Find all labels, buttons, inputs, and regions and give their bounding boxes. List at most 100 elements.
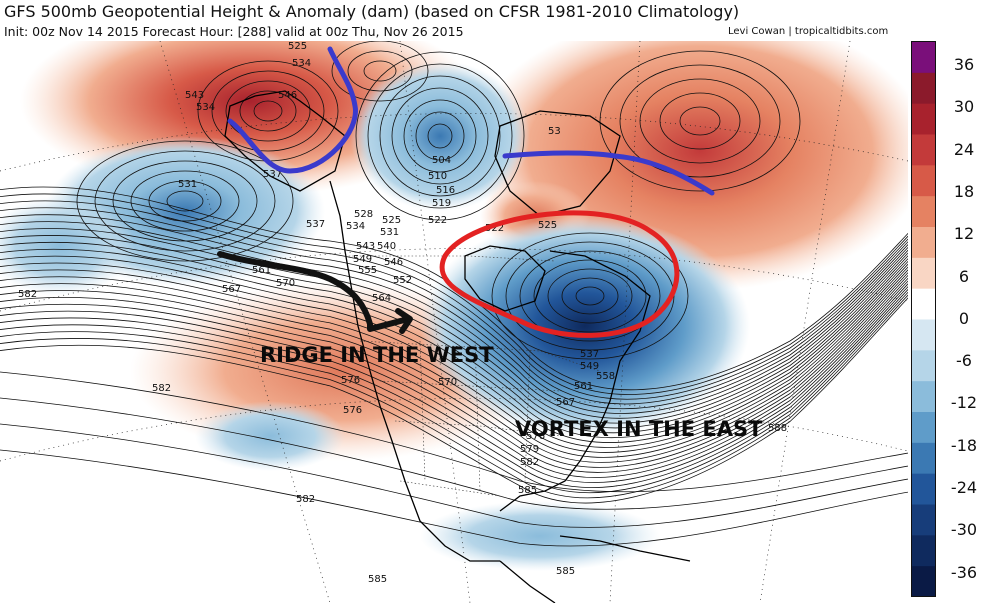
height-contour-ring — [561, 277, 619, 315]
contour-label: 534 — [292, 58, 311, 69]
colorbar-swatch — [912, 288, 935, 320]
height-contour-line — [0, 297, 908, 504]
colorbar-swatch — [912, 257, 935, 290]
contour-label: 528 — [354, 209, 373, 220]
blue-ridge-line-atlantic — [502, 150, 715, 196]
colorbar-tick-label: -18 — [950, 435, 978, 455]
height-contour-line — [0, 274, 908, 463]
colorbar-tick-label: 24 — [953, 139, 975, 159]
contour-label: 558 — [596, 371, 615, 382]
colorbar-swatch — [912, 504, 935, 536]
contour-label: 546 — [278, 90, 297, 101]
contour-label: 516 — [436, 185, 455, 196]
coastlines — [224, 90, 691, 603]
height-contour-ring — [112, 160, 258, 242]
contour-label: 537 — [306, 219, 325, 230]
height-contour-line — [0, 288, 908, 488]
height-contour-line — [0, 186, 908, 391]
contour-label: 525 — [538, 220, 557, 231]
contour-label: 519 — [432, 198, 451, 209]
height-contour-ring — [347, 50, 413, 92]
colorbar-swatch — [912, 196, 935, 228]
contour-label: 531 — [380, 227, 399, 238]
colorbar-swatches — [912, 42, 935, 598]
height-contour-ring — [391, 87, 489, 185]
red-vortex-circle — [439, 210, 680, 338]
height-contour-line — [0, 241, 908, 429]
contour-label: 588 — [768, 423, 787, 434]
black-ridge-arrowhead — [395, 308, 413, 334]
contour-label: 576 — [526, 431, 545, 442]
colorbar-tick-label: -36 — [950, 562, 978, 582]
contour-label: 522 — [485, 223, 504, 234]
contour-label: 540 — [377, 241, 396, 252]
height-contour-line — [0, 397, 908, 510]
colorbar-swatch — [912, 72, 935, 105]
colorbar-swatch — [912, 42, 935, 74]
height-contour-ring — [519, 250, 661, 342]
colorbar-swatch — [912, 381, 935, 413]
height-contour-ring — [415, 111, 465, 161]
coastline-greenland — [494, 110, 621, 217]
height-contour-ring — [619, 64, 781, 178]
height-contour-ring — [76, 140, 294, 262]
colorbar-swatch — [912, 165, 935, 197]
height-contour-ring — [379, 75, 501, 197]
contour-label: 53 — [548, 126, 561, 137]
height-contour-line — [0, 221, 908, 414]
height-contour-line — [0, 291, 908, 494]
anomaly-negative-north — [350, 61, 530, 211]
contour-label: 567 — [556, 397, 575, 408]
contour-label: 567 — [222, 284, 241, 295]
contour-label: 579 — [520, 444, 539, 455]
black-ridge-arrow — [217, 251, 411, 332]
contour-label: 582 — [18, 289, 37, 300]
colorbar-tick-label: 30 — [953, 97, 975, 117]
contour-label: 561 — [252, 265, 271, 276]
colorbar-tick-label: 6 — [958, 266, 970, 286]
height-contour-ring — [533, 259, 647, 333]
contour-label: 522 — [428, 215, 447, 226]
height-contour-ring — [253, 100, 283, 122]
height-contour-line — [0, 283, 908, 478]
height-contour-ring — [211, 70, 325, 152]
colorbar-swatch — [912, 319, 935, 351]
contour-label: 537 — [580, 349, 599, 360]
coastline-central-america — [499, 560, 556, 603]
height-contour-ring — [639, 78, 761, 164]
height-contour-ring — [659, 92, 741, 150]
coastline-west — [329, 180, 500, 562]
contour-label: 543 — [356, 241, 375, 252]
colorbar-tick-label: 12 — [953, 224, 975, 244]
contour-label: 543 — [185, 90, 204, 101]
colorbar-tick-label: 18 — [953, 181, 975, 201]
analysis-annotations: RIDGE IN THE WEST VORTEX IN THE EAST — [217, 46, 763, 441]
ridge-label: RIDGE IN THE WEST — [260, 343, 494, 367]
contour-label: 582 — [520, 457, 539, 468]
height-contour-line — [0, 269, 908, 453]
contour-label: 561 — [574, 381, 593, 392]
height-contour-ring — [148, 180, 222, 222]
height-contour-ring — [331, 41, 429, 102]
height-contour-ring — [239, 90, 297, 132]
height-contour-ring — [491, 232, 689, 360]
height-contour-line — [0, 234, 908, 424]
blue-ridge-line-alaska — [227, 46, 358, 174]
contour-label: 534 — [196, 102, 215, 113]
height-contour-ring — [679, 106, 721, 136]
height-contour-line — [0, 272, 908, 458]
colorbar-tick-label: -12 — [950, 393, 978, 413]
contour-label: 552 — [393, 275, 412, 286]
colorbar-swatch — [912, 535, 935, 567]
contour-label: 576 — [341, 375, 360, 386]
anomaly-negative-east — [420, 216, 750, 436]
contour-label: 531 — [178, 179, 197, 190]
contour-label: 549 — [580, 361, 599, 372]
contour-label: 576 — [343, 405, 362, 416]
colorbar-swatch — [912, 473, 935, 505]
colorbar-tick-label: 36 — [953, 55, 975, 74]
contour-label: 564 — [372, 293, 391, 304]
contour-label: 534 — [346, 221, 365, 232]
colorbar-tick-label: -6 — [956, 351, 972, 371]
height-contour-line — [0, 214, 908, 410]
